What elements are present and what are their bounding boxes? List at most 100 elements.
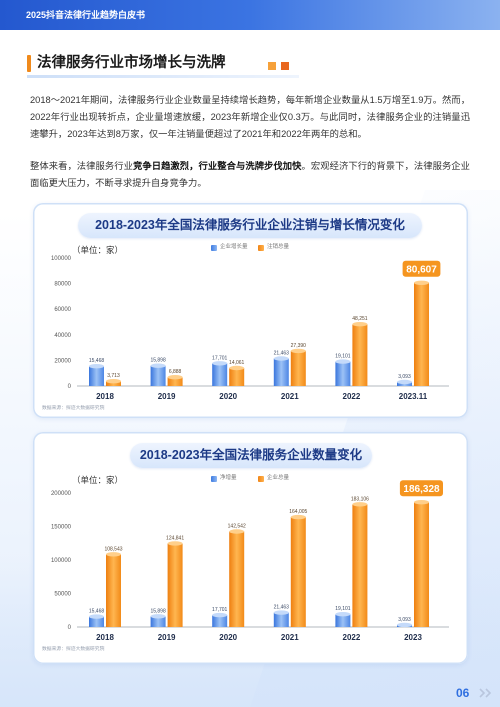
bar-value-label: 183,106 — [351, 496, 369, 502]
intro-paragraph: 2018～2021年期间，法律服务行业企业数量呈持续增长趋势，每年新增企业数量从… — [30, 95, 470, 139]
y-tick-label: 0 — [68, 625, 72, 631]
bar-orange-2018 — [106, 554, 121, 627]
legend-swatch-orange — [258, 475, 264, 482]
chart-title: 2018-2023年全国法律服务行业企业注销与增长情况变化 — [78, 213, 422, 238]
bar-cap — [397, 622, 412, 628]
bar-value-label: 164,005 — [289, 509, 307, 515]
x-tick-label: 2022 — [343, 633, 361, 642]
bar-value-label: 108,543 — [104, 546, 122, 552]
legend-item-total: 企业总量 — [258, 475, 289, 482]
bar-orange-2022 — [352, 504, 368, 627]
bar-cap — [150, 363, 166, 368]
decor-square-red — [281, 62, 289, 70]
bar-cap — [229, 529, 245, 534]
bar-cap — [352, 322, 368, 327]
bar-blue-2018 — [89, 616, 104, 627]
y-tick-label: 100000 — [51, 256, 72, 262]
bar-cap — [212, 612, 228, 618]
y-tick-label: 150000 — [51, 525, 72, 531]
unit-label: （单位：家） — [72, 245, 124, 255]
x-tick-label: 2020 — [219, 392, 237, 401]
bar-value-label: 3,093 — [398, 617, 411, 623]
x-tick-label: 2023 — [404, 633, 422, 642]
bar-cap — [397, 379, 412, 385]
bar-orange-2018 — [106, 381, 121, 386]
bar-orange-2021 — [290, 517, 306, 627]
highlight-label-box — [402, 260, 441, 277]
bar-blue-2022 — [335, 614, 351, 627]
bar-orange-2020 — [229, 368, 245, 386]
document-title: 2025抖音法律行业趋势白皮书 — [26, 10, 146, 20]
summary-emphasis: 竞争日趋激烈，行业整合与洗牌步伐加快 — [132, 161, 302, 171]
chart-deregistration-svg: 0 20000 40000 60000 80000 100000 15,468 15,898 1… — [51, 256, 449, 401]
bar-cap — [290, 514, 306, 520]
legend-label: 企业总量 — [267, 475, 290, 481]
bar-orange-2020 — [229, 531, 245, 627]
highlight-label-box — [399, 480, 443, 497]
summary-lead: 整体来看，法律服务行业 — [30, 161, 133, 171]
bar-value-label: 21,463 — [274, 351, 290, 357]
bar-value-label: 19,101 — [335, 606, 351, 612]
double-chevron-right-icon — [479, 688, 492, 698]
y-tick-label: 40000 — [54, 333, 71, 339]
legend-swatch-orange — [258, 244, 264, 251]
legend-item-growth: 企业增长量 — [211, 244, 248, 251]
bar-cap — [167, 541, 183, 546]
legend-label: 企业增长量 — [220, 244, 248, 250]
bar-cap — [106, 379, 121, 384]
bar-value-label: 14,061 — [229, 360, 245, 366]
y-tick-label: 0 — [68, 384, 72, 390]
x-tick-label: 2019 — [158, 633, 176, 642]
page-number: 06 — [456, 686, 470, 700]
bar-orange-2021 — [290, 350, 306, 386]
bar-value-label: 19,101 — [335, 354, 351, 360]
bar-blue-2020 — [212, 615, 228, 627]
legend-label: 注销总量 — [267, 244, 290, 250]
chart-enterprise-count-svg: 0 50000 100000 150000 200000 15,468 15,898 17,7… — [51, 480, 449, 642]
bar-cap — [150, 614, 166, 619]
data-source-note: 数据来源：探迹大数据研究院 — [42, 647, 105, 652]
bar-orange-2023 — [414, 502, 429, 627]
highlight-value-label: 186,328 — [403, 484, 440, 495]
bar-orange-2022 — [352, 324, 368, 386]
legend-item-net-increase: 净增量 — [211, 475, 237, 482]
bar-cap — [106, 552, 121, 557]
bar-cap — [273, 610, 289, 615]
decor-square-orange — [268, 62, 276, 70]
bar-blue-2022 — [335, 361, 351, 386]
summary-tail: 。宏观经济下行的背景下，法律服务企业面临更大压力，不断寻求提升自身竞争力。 — [30, 161, 470, 188]
bar-blue-2018 — [89, 366, 104, 386]
bar-value-label: 124,841 — [166, 535, 184, 541]
bar-cap — [335, 612, 351, 617]
section-accent-bar — [27, 55, 31, 72]
legend-swatch-blue — [211, 475, 217, 482]
bar-value-label: 17,701 — [212, 355, 228, 361]
bar-blue-2019 — [150, 365, 166, 386]
data-source-note: 数据来源：探迹大数据研究院 — [42, 406, 105, 411]
bar-cap — [212, 361, 228, 366]
bar-cap — [414, 500, 429, 505]
bar-value-label: 27,390 — [291, 343, 307, 349]
legend-label: 净增量 — [220, 475, 237, 481]
bar-value-label: 15,468 — [89, 609, 105, 615]
y-tick-label: 20000 — [54, 358, 71, 364]
x-tick-label: 2018 — [96, 392, 114, 401]
bar-value-label: 3,093 — [398, 374, 411, 380]
bar-cap — [290, 348, 306, 354]
section-title: 法律服务行业市场增长与洗牌 — [37, 55, 226, 71]
bar-blue-2019 — [150, 616, 166, 627]
bar-cap — [335, 359, 351, 364]
bar-value-label: 15,468 — [89, 358, 105, 364]
legend-swatch-blue — [211, 244, 217, 251]
bar-cap — [229, 365, 245, 371]
x-tick-label: 2022 — [343, 392, 361, 401]
bar-cap — [89, 614, 104, 619]
bar-blue-2020 — [212, 363, 228, 386]
bar-orange-2023.11 — [414, 282, 429, 386]
bar-value-label: 3,713 — [107, 373, 120, 379]
x-tick-label: 2023.11 — [399, 392, 428, 401]
bar-cap — [352, 502, 368, 507]
y-tick-label: 50000 — [54, 592, 71, 598]
x-tick-label: 2019 — [158, 392, 176, 401]
bar-blue-2021 — [273, 612, 289, 627]
